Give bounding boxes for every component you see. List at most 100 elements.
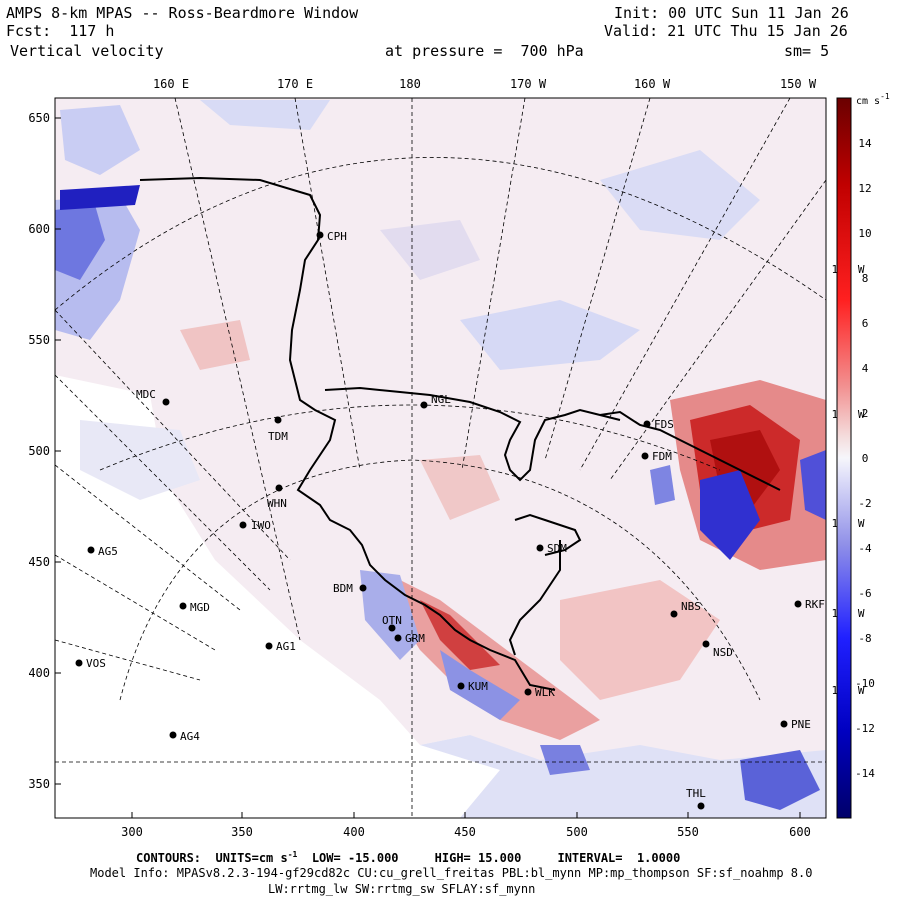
station-cph: CPH bbox=[316, 230, 347, 243]
station-rkf: RKF bbox=[794, 598, 825, 611]
svg-text:2: 2 bbox=[862, 407, 869, 420]
contour-info: CONTOURS: UNITS=cm s-1 LOW= -15.000 HIGH… bbox=[136, 850, 680, 865]
x-tick-label: 400 bbox=[343, 825, 365, 839]
station-label: NSD bbox=[713, 646, 733, 659]
station-label: SDM bbox=[547, 542, 567, 555]
station-otn: OTN bbox=[382, 614, 402, 632]
station-markers: CPH NGL MDC TDM WHN IWO AG5 MGD AG1 VOS … bbox=[75, 230, 825, 810]
station-label: NGL bbox=[431, 393, 451, 406]
top-lon-labels: 160 E 170 E 180 170 W 160 W 150 W bbox=[153, 77, 817, 91]
valid-time: Valid: 21 UTC Thu 15 Jan 26 bbox=[604, 22, 848, 40]
station-label: RKF bbox=[805, 598, 825, 611]
station-label: FDM bbox=[652, 450, 672, 463]
svg-text:-4: -4 bbox=[858, 542, 872, 555]
station-grm: GRM bbox=[394, 632, 425, 645]
station-label: AG5 bbox=[98, 545, 118, 558]
contours-label: CONTOURS: bbox=[136, 851, 202, 865]
station-nbs: NBS bbox=[670, 600, 701, 618]
y-tick-label: 400 bbox=[28, 666, 50, 680]
svg-text:-6: -6 bbox=[858, 587, 871, 600]
station-label: WLK bbox=[535, 686, 555, 699]
svg-text:-8: -8 bbox=[858, 632, 871, 645]
svg-text:-14: -14 bbox=[855, 767, 875, 780]
contour-units: UNITS=cm s-1 bbox=[215, 850, 298, 865]
model-info: Model Info: MPASv8.2.3-194-gf29cd82c CU:… bbox=[90, 866, 813, 880]
station-tdm: TDM bbox=[268, 416, 288, 443]
init-time: Init: 00 UTC Sun 11 Jan 26 bbox=[614, 4, 849, 22]
forecast-value: 117 h bbox=[69, 22, 115, 40]
station-label: KUM bbox=[468, 680, 488, 693]
lon-label: 170 W bbox=[510, 77, 547, 91]
station-sdm: SDM bbox=[536, 542, 567, 555]
contour-interval: INTERVAL= 1.0000 bbox=[557, 851, 681, 865]
station-wlk: WLK bbox=[524, 686, 555, 699]
station-nsd: NSD bbox=[702, 640, 733, 659]
station-label: AG1 bbox=[276, 640, 296, 653]
coastline bbox=[139, 176, 781, 691]
plot-frame bbox=[54, 97, 827, 819]
station-label: CPH bbox=[327, 230, 347, 243]
field-name: Vertical velocity bbox=[10, 42, 164, 60]
y-tick-label: 600 bbox=[28, 222, 50, 236]
y-tick-label: 550 bbox=[28, 333, 50, 347]
lon-label: 170 E bbox=[277, 77, 313, 91]
station-pne: PNE bbox=[780, 718, 811, 731]
station-label: PNE bbox=[791, 718, 811, 731]
x-axis: 300 350 400 450 500 550 600 bbox=[121, 825, 811, 839]
pressure-level: at pressure = 700 hPa bbox=[385, 42, 584, 60]
station-kum: KUM bbox=[457, 680, 488, 693]
smoothing: sm= 5 bbox=[784, 42, 830, 60]
station-label: TDM bbox=[268, 430, 288, 443]
station-mdc: MDC bbox=[136, 388, 170, 406]
svg-text:12: 12 bbox=[858, 182, 871, 195]
lon-label: 150 W bbox=[780, 77, 817, 91]
station-thl: THL bbox=[686, 787, 706, 810]
station-label: IWO bbox=[251, 519, 271, 532]
graticule bbox=[55, 98, 826, 818]
colorbar: cm s-1 14 12 10 8 6 4 2 0 -2 -4 -6 -8 -1… bbox=[836, 92, 890, 819]
station-ag1: AG1 bbox=[265, 640, 296, 653]
station-label: OTN bbox=[382, 614, 402, 627]
forecast-label: Fcst: bbox=[6, 22, 52, 40]
lon-label: 160 W bbox=[634, 77, 671, 91]
lon-label: 180 bbox=[399, 77, 421, 91]
y-tick-label: 450 bbox=[28, 555, 50, 569]
svg-text:-12: -12 bbox=[855, 722, 875, 735]
svg-text:14: 14 bbox=[858, 137, 872, 150]
station-label: MDC bbox=[136, 388, 156, 401]
station-label: AG4 bbox=[180, 730, 200, 743]
station-label: THL bbox=[686, 787, 706, 800]
y-tick-label: 650 bbox=[28, 111, 50, 125]
station-ag5: AG5 bbox=[87, 545, 118, 558]
svg-text:-2: -2 bbox=[858, 497, 871, 510]
svg-text:10: 10 bbox=[858, 227, 871, 240]
station-vos: VOS bbox=[75, 657, 106, 670]
station-ngl: NGL bbox=[420, 393, 451, 409]
colorbar-units: cm s-1 bbox=[856, 92, 890, 107]
x-ticks bbox=[131, 812, 801, 818]
velocity-field bbox=[55, 98, 826, 818]
station-label: MGD bbox=[190, 601, 210, 614]
x-tick-label: 450 bbox=[454, 825, 476, 839]
svg-text:0: 0 bbox=[862, 452, 869, 465]
forecast-hour: Fcst: 117 h bbox=[6, 23, 114, 40]
svg-text:8: 8 bbox=[862, 272, 869, 285]
svg-text:4: 4 bbox=[862, 362, 869, 375]
contour-high: HIGH= 15.000 bbox=[434, 851, 522, 865]
station-ag4: AG4 bbox=[169, 730, 200, 743]
station-fds: FDS bbox=[643, 418, 674, 431]
x-tick-label: 500 bbox=[566, 825, 588, 839]
station-whn: WHN bbox=[267, 484, 287, 510]
physics-info: LW:rrtmg_lw SW:rrtmg_sw SFLAY:sf_mynn bbox=[268, 882, 536, 896]
y-axis: 650 600 550 500 450 400 350 bbox=[28, 111, 50, 791]
station-label: FDS bbox=[654, 418, 674, 431]
station-iwo: IWO bbox=[239, 519, 271, 532]
station-label: VOS bbox=[86, 657, 106, 670]
y-tick-label: 350 bbox=[28, 777, 50, 791]
station-label: GRM bbox=[405, 632, 425, 645]
contour-low: LOW= -15.000 bbox=[311, 851, 399, 865]
x-tick-label: 600 bbox=[789, 825, 811, 839]
colorbar-labels: 14 12 10 8 6 4 2 0 -2 -4 -6 -8 -10 -12 -… bbox=[855, 137, 875, 780]
x-tick-label: 300 bbox=[121, 825, 143, 839]
